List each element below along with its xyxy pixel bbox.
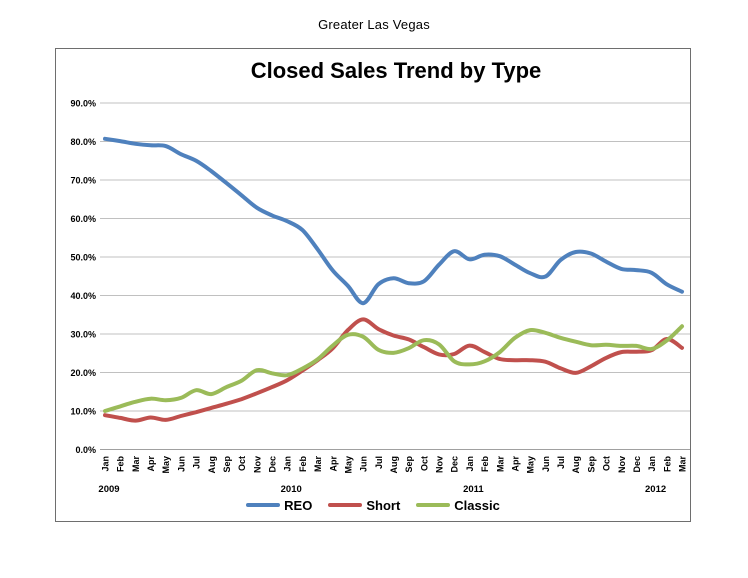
y-axis-label: 20.0% (70, 368, 96, 378)
chart-plot: 0.0% 10.0% 20.0% 30.0% 40.0% 50.0% 60.0% 70.0% 8… (70, 99, 690, 495)
x-axis-label: May (161, 456, 171, 474)
y-axis-label: 70.0% (70, 176, 96, 186)
x-axis-label: Oct (419, 456, 429, 471)
x-axis-year-label: 2009 (98, 484, 119, 495)
x-axis-label: May (343, 456, 353, 474)
legend-item-short: Short (328, 498, 400, 513)
x-axis-label: Jul (556, 456, 566, 469)
x-axis-label: Nov (617, 456, 627, 473)
x-axis-label: Feb (116, 456, 126, 473)
series-line-short (103, 317, 684, 423)
x-axis-label: Jan (647, 456, 657, 472)
x-axis-label: Nov (435, 456, 445, 473)
x-axis-label: Oct (602, 456, 612, 471)
legend-label: REO (284, 497, 313, 513)
x-axis-label: Sep (222, 456, 232, 473)
y-axis-label: 50.0% (70, 253, 96, 263)
legend-swatch-reo (246, 502, 281, 508)
x-axis-label: Jan (283, 456, 293, 472)
legend-item-reo: REO (246, 498, 312, 513)
x-axis-label: Oct (237, 456, 247, 471)
legend-swatch-short (328, 502, 363, 508)
x-axis-label: Jan (101, 456, 111, 472)
x-axis-label: Jul (192, 456, 202, 469)
x-axis-label: Mar (131, 456, 141, 473)
x-axis-label: Dec (268, 456, 278, 473)
x-axis-year-label: 2012 (645, 484, 666, 495)
y-axis-label: 10.0% (70, 407, 96, 417)
legend-label: Classic (454, 497, 500, 513)
page-header: Greater Las Vegas (318, 17, 430, 32)
x-axis-label: Sep (404, 456, 414, 473)
x-axis-label: Mar (313, 456, 323, 473)
legend-swatch-classic (416, 502, 451, 508)
x-axis-label: Mar (678, 456, 688, 473)
x-axis-label: Mar (495, 456, 505, 473)
legend-label: Short (366, 497, 401, 513)
x-axis-label: Feb (480, 456, 490, 473)
x-axis-label: Jan (465, 456, 475, 472)
series-line-classic (103, 324, 684, 413)
x-axis-label: Apr (146, 456, 156, 472)
chart-legend: REO Short Classic (56, 495, 690, 515)
x-axis-year-label: 2010 (281, 484, 302, 495)
x-axis-label: Jul (374, 456, 384, 469)
x-axis-label: Feb (298, 456, 308, 473)
x-axis-label: Dec (632, 456, 642, 473)
x-axis-label: Jun (359, 456, 369, 472)
x-axis-label: Aug (571, 456, 581, 474)
x-axis-label: May (526, 456, 536, 474)
x-axis-label: Aug (389, 456, 399, 474)
y-axis-label: 40.0% (70, 291, 96, 301)
y-axis-label: 90.0% (70, 99, 96, 109)
x-axis-label: Sep (586, 456, 596, 473)
x-axis-label: Nov (252, 456, 262, 473)
legend-item-classic: Classic (416, 498, 500, 513)
chart-frame: Closed Sales Trend by Type 0.0% 10.0% 20.0… (55, 48, 691, 522)
y-axis-label: 60.0% (70, 214, 96, 224)
y-axis-label: 30.0% (70, 330, 96, 340)
x-axis-label: Apr (511, 456, 521, 472)
x-axis-label: Dec (450, 456, 460, 473)
series-line-reo (103, 136, 684, 306)
y-axis-label: 0.0% (75, 445, 96, 455)
y-axis-label: 80.0% (70, 137, 96, 147)
x-axis-label: Jun (176, 456, 186, 472)
x-axis-label: Aug (207, 456, 217, 474)
x-axis-label: Feb (662, 456, 672, 473)
x-axis-label: Apr (328, 456, 338, 472)
chart-title: Closed Sales Trend by Type (250, 58, 542, 83)
x-axis-year-label: 2011 (463, 484, 484, 495)
x-axis-label: Jun (541, 456, 551, 472)
